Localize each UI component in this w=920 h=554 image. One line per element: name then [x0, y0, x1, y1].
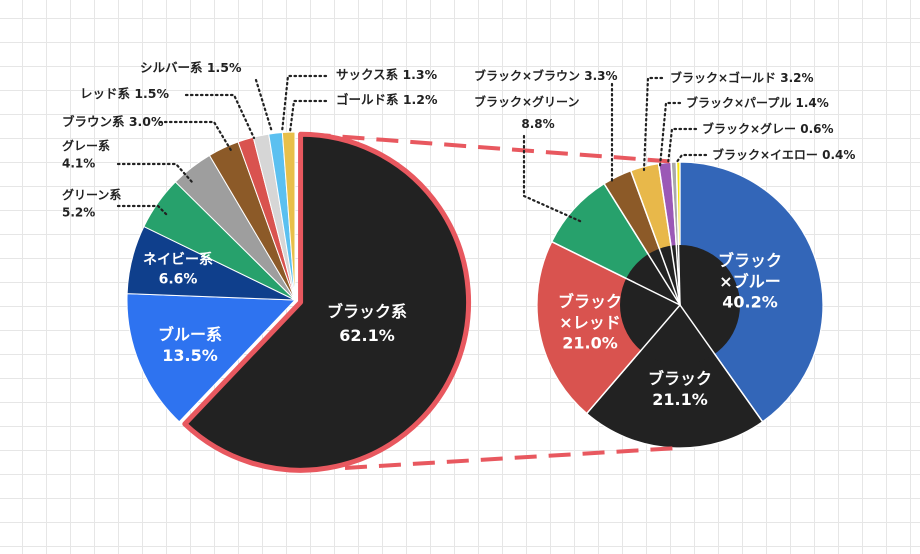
donut-label-black-brown: ブラック×ブラウン 3.3%	[474, 68, 618, 83]
slice-separator	[630, 170, 681, 306]
connector-line-bottom	[344, 446, 679, 470]
leader-line	[158, 120, 234, 154]
donut-label-black-green-value: 8.8%	[521, 117, 554, 131]
slice-label-sax: サックス系 1.3%	[336, 67, 438, 82]
slice-label-blue: ブルー系 13.5%	[158, 325, 222, 365]
donut-label-black-blue: ブラック×ブルー 40.2%	[718, 251, 782, 312]
connector-line-top	[308, 132, 679, 164]
leader-line	[254, 78, 274, 134]
slice-separator	[670, 162, 681, 306]
donut-label-black-purple: ブラック×パープル 1.4%	[686, 95, 829, 110]
slice-label-gray: グレー系 4.1%	[62, 138, 110, 170]
leader-line	[674, 153, 708, 165]
donut-label-black: ブラック 21.1%	[648, 369, 712, 409]
slice-separator	[603, 183, 681, 306]
leader-line	[116, 162, 194, 184]
slice-separator	[551, 241, 681, 306]
leader-line	[184, 93, 256, 140]
slice-separator	[586, 304, 681, 414]
slice-label-silver: シルバー系 1.5%	[140, 60, 242, 75]
slice-label-navy: ネイビー系 6.6%	[143, 251, 213, 288]
leader-line	[658, 101, 682, 168]
donut-label-black-red: ブラック×レッド 21.0%	[558, 292, 622, 353]
pie-slice	[281, 131, 296, 301]
pie-slice-highlighted	[182, 131, 472, 473]
slice-label-gold: ゴールド系 1.2%	[336, 92, 438, 107]
slice-separator	[675, 162, 681, 306]
donut-label-black-yellow: ブラック×イエロー 0.4%	[712, 147, 855, 162]
leader-line	[642, 76, 664, 172]
donut-label-black-gold: ブラック×ゴールド 3.2%	[670, 70, 814, 85]
donut-slice	[585, 304, 764, 449]
leader-line	[288, 99, 328, 134]
slice-label-black: ブラック系 62.1%	[327, 302, 407, 345]
donut-slice	[679, 161, 824, 423]
slice-label-red: レッド系 1.5%	[80, 86, 169, 101]
slice-label-green: グリーン系 5.2%	[62, 187, 121, 219]
donut-label-black-green: ブラック×グリーン	[474, 94, 579, 109]
leader-line	[522, 134, 584, 224]
slice-separator	[657, 163, 681, 306]
donut-label-black-gray: ブラック×グレー 0.6%	[702, 121, 834, 136]
leader-line	[116, 204, 170, 218]
leader-line	[280, 74, 328, 134]
slice-separator	[679, 304, 764, 423]
pie-slice	[126, 293, 297, 423]
donut-slice	[536, 240, 681, 415]
leader-line	[666, 127, 698, 166]
slice-label-brown: ブラウン系 3.0%	[62, 114, 164, 129]
